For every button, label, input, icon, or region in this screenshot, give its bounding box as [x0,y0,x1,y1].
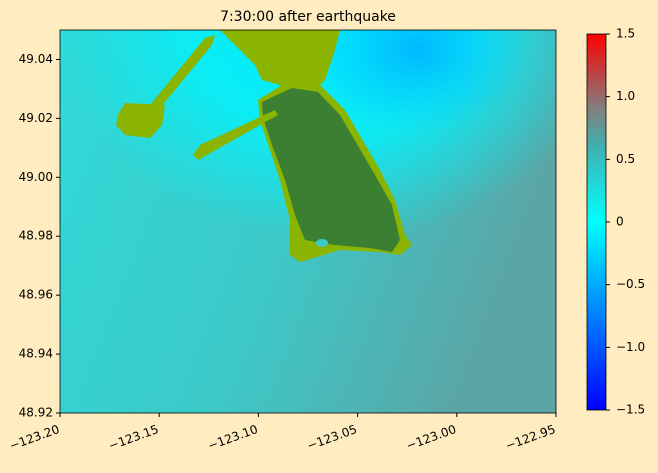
colorbar-tick-label: 1.5 [616,27,635,41]
field [60,30,556,413]
y-tick-label: 48.92 [19,406,53,420]
x-tick-label: −122.95 [504,422,558,453]
colorbar-tick-label: 1.0 [616,89,635,103]
y-tick-label: 49.00 [19,170,53,184]
plot-frame [59,29,557,414]
colorbar-tick-label: 0.5 [616,152,635,166]
y-tick-label: 48.96 [19,288,53,302]
x-tick-label: −123.00 [404,422,458,453]
colorbar-tick-label: −1.5 [616,403,645,417]
y-tick-label: 48.94 [19,347,53,361]
y-tick-label: 49.02 [19,111,53,125]
x-tick-label: −123.15 [107,422,161,453]
chart-title: 7:30:00 after earthquake [220,9,396,25]
x-tick-label: −123.20 [8,422,62,453]
colorbar-tick-label: 0 [616,215,624,229]
x-tick-label: −123.10 [206,422,260,453]
x-tick-label: −123.05 [305,422,359,453]
colorbar-tick-label: −1.0 [616,340,645,354]
colorbar [586,33,607,411]
y-tick-label: 48.98 [19,229,53,243]
y-tick-label: 49.04 [19,52,53,66]
colorbar-tick-label: −0.5 [616,277,645,291]
